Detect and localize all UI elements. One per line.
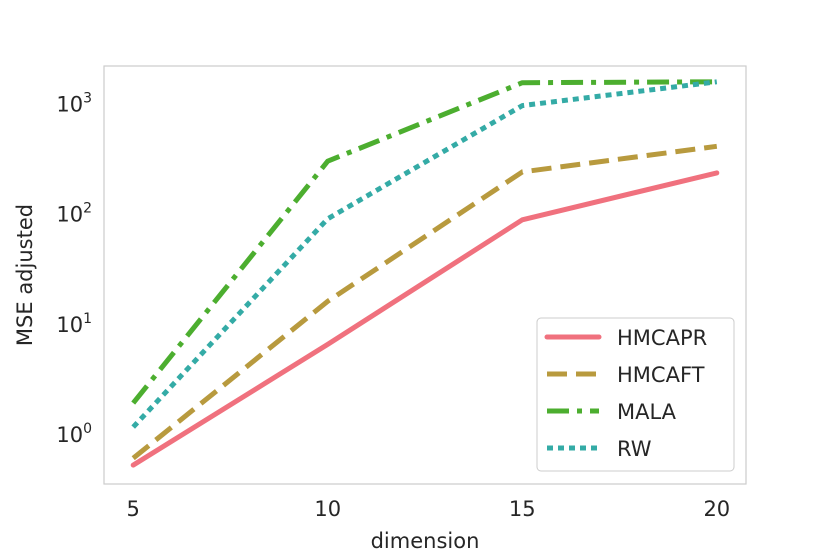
x-tick-label: 20 [703, 497, 730, 521]
x-tick-label: 10 [314, 497, 341, 521]
x-tick-label: 5 [126, 497, 139, 521]
legend-label-hmcapr: HMCAPR [617, 326, 707, 350]
x-ticks: 5 10 15 20 [126, 497, 730, 521]
legend: HMCAPR HMCAFT MALA RW [536, 317, 735, 472]
x-tick-label: 15 [509, 497, 536, 521]
y-axis-label: MSE adjusted [13, 204, 37, 346]
y-ticks: 100 101 102 103 [56, 91, 92, 447]
y-tick-label: 100 [56, 421, 92, 447]
y-tick-label: 102 [56, 201, 92, 227]
legend-label-mala: MALA [617, 400, 677, 424]
series-layer [130, 79, 720, 468]
series-line-hmcaft [131, 143, 718, 461]
series-line-rw [131, 79, 718, 429]
series-line-mala [131, 79, 717, 405]
x-axis-label: dimension [371, 529, 480, 553]
legend-box [536, 317, 735, 472]
legend-label-hmcaft: HMCAFT [617, 363, 705, 387]
y-tick-label: 103 [56, 91, 92, 117]
y-tick-label: 101 [56, 311, 92, 337]
legend-label-rw: RW [617, 437, 652, 461]
series-line-hmcapr [130, 170, 720, 468]
